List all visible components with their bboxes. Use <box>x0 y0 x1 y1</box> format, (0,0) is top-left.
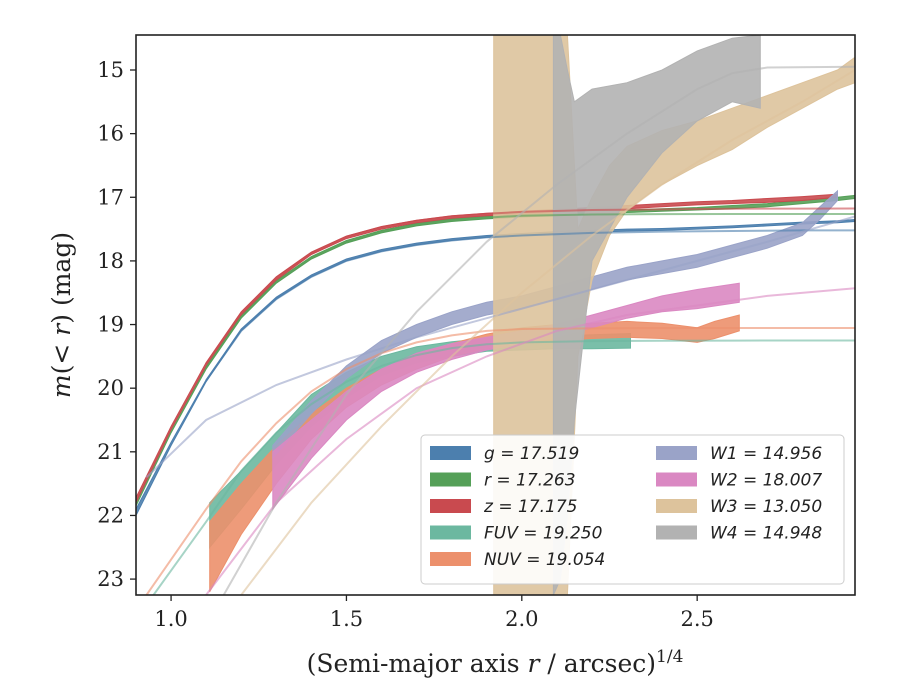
legend-label-nuv: NUV = 19.054 <box>484 550 605 570</box>
model-curve-r <box>205 213 855 369</box>
legend-label-g: g = 17.519 <box>484 444 579 464</box>
y-axis-label: m(< r) (mag) <box>47 232 76 398</box>
model-curve-g <box>205 229 855 382</box>
model-curve-nuv <box>145 327 855 595</box>
legend-box <box>420 434 845 585</box>
legend-swatch-w2 <box>656 472 697 487</box>
legend-label-w4: W4 = 14.948 <box>710 524 822 544</box>
x-tick-label: 2.5 <box>680 607 713 631</box>
model-curves-layer <box>145 65 855 595</box>
plot-frame <box>135 34 856 596</box>
legend-label-w3: W3 = 13.050 <box>710 497 822 517</box>
legend-label-r: r = 17.263 <box>484 471 576 491</box>
model-curve-w3 <box>240 69 855 595</box>
y-tick-label: 15 <box>97 58 124 82</box>
model-curve-w4 <box>222 65 855 595</box>
y-tick-label: 16 <box>97 122 124 146</box>
legend-swatch-w4 <box>656 525 697 540</box>
legend-label-w1: W1 = 14.956 <box>710 444 822 464</box>
legend-swatch-r <box>430 472 471 487</box>
x-axis-label: (Semi-major axis r / arcsec)1/4 <box>307 647 684 678</box>
y-axis-label-open: ( <box>47 365 76 375</box>
y-tick-label: 17 <box>97 185 124 209</box>
axis-ticks-layer: 1.0 1.5 2.0 2.5 15 16 17 18 19 20 21 22 23 <box>97 58 714 631</box>
x-tick-label: 2.0 <box>505 607 538 631</box>
legend-swatch-nuv <box>430 552 471 566</box>
model-curve-z <box>205 207 855 365</box>
legend-swatch-w1 <box>656 446 697 460</box>
model-curve-w1 <box>145 215 855 479</box>
x-tick-label: 1.0 <box>154 607 187 631</box>
y-axis-label-m: m <box>47 374 76 398</box>
y-axis-label-unit: (mag) <box>47 232 76 314</box>
y-tick-label: 21 <box>97 440 124 464</box>
legend-swatch-fuv <box>430 525 471 540</box>
x-axis-label-exponent: 1/4 <box>656 647 683 667</box>
y-axis-label-lt: < <box>47 336 76 365</box>
legend-swatch-g <box>430 446 471 460</box>
y-tick-label: 20 <box>97 376 124 400</box>
legend-label-z: z = 17.175 <box>483 497 577 517</box>
x-tick-label: 1.5 <box>330 607 363 631</box>
model-curve-fuv <box>152 339 855 595</box>
legend-label-w2: W2 = 18.007 <box>710 471 822 491</box>
y-tick-label: 22 <box>97 503 124 527</box>
x-axis-label-rest: / arcsec) <box>539 649 656 678</box>
model-curve-w2 <box>205 287 855 595</box>
y-tick-label: 19 <box>97 313 124 337</box>
legend-swatch-z <box>430 499 471 513</box>
x-axis-label-var: r <box>528 649 542 678</box>
legend: g = 17.519 r = 17.263 z = 17.175 FUV = 19.2… <box>420 434 845 585</box>
legend-swatch-w3 <box>656 499 697 513</box>
y-tick-label: 23 <box>97 567 124 591</box>
y-tick-label: 18 <box>97 249 124 273</box>
legend-label-fuv: FUV = 19.250 <box>484 524 602 544</box>
y-axis-label-close: ) <box>47 314 76 324</box>
band-w1 <box>272 189 838 460</box>
band-r <box>136 194 855 507</box>
y-axis-label-r: r <box>47 322 76 336</box>
x-axis-label-main: (Semi-major axis <box>307 649 528 678</box>
